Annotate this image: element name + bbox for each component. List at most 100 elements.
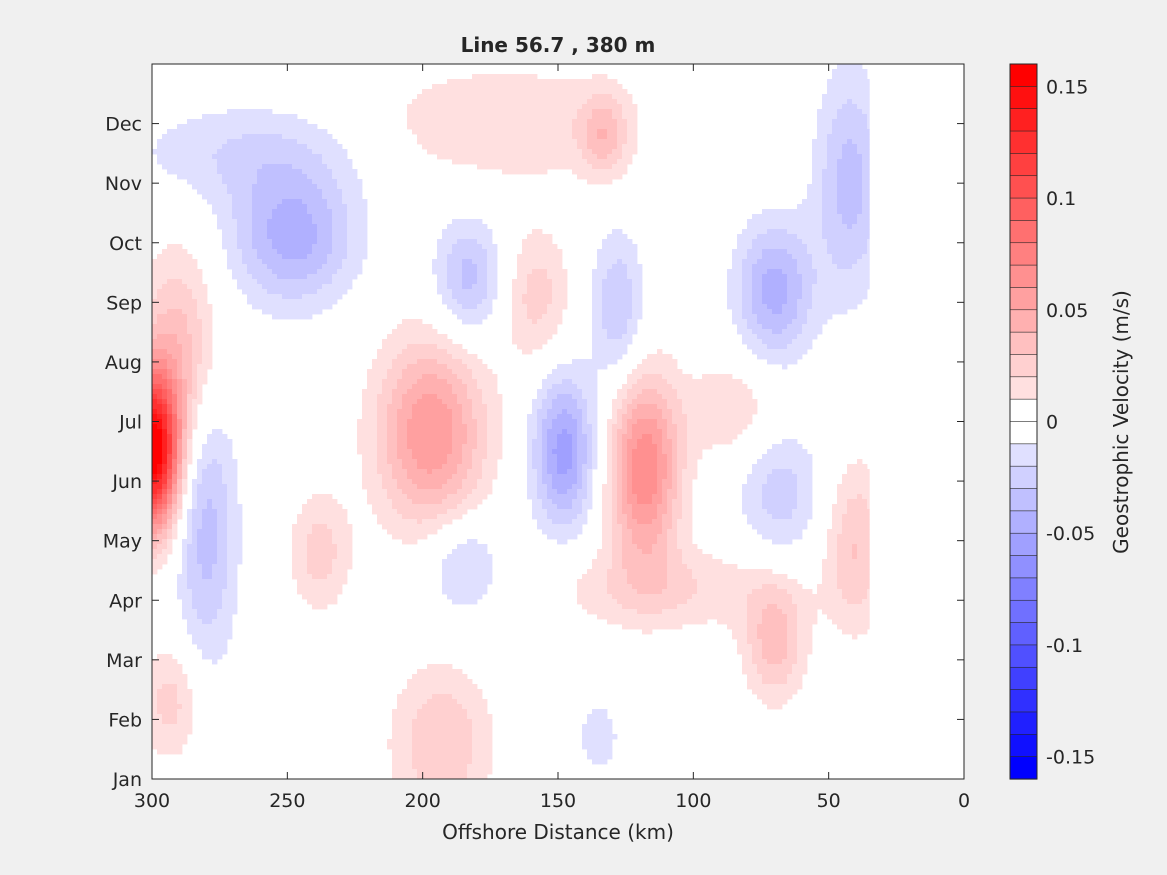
contour-cell <box>342 264 348 270</box>
contour-cell <box>427 419 433 425</box>
contour-cell <box>272 164 278 170</box>
contour-cell <box>842 249 848 255</box>
contour-cell <box>672 369 678 375</box>
contour-cell <box>157 159 163 165</box>
contour-cell <box>192 364 198 370</box>
contour-cell <box>357 209 363 215</box>
contour-cell <box>207 139 213 145</box>
contour-cell <box>182 124 188 130</box>
contour-cell <box>492 154 498 160</box>
contour-cell <box>242 169 248 175</box>
contour-cell <box>152 274 158 280</box>
contour-cell <box>837 229 843 235</box>
contour-cell <box>392 369 398 375</box>
contour-cell <box>737 309 743 315</box>
contour-cell <box>647 394 653 400</box>
contour-cell <box>202 304 208 310</box>
contour-cell <box>482 154 488 160</box>
contour-cell <box>342 154 348 160</box>
contour-cell <box>227 159 233 165</box>
contour-cell <box>592 344 598 350</box>
contour-cell <box>417 409 423 415</box>
contour-cell <box>532 339 538 345</box>
contour-cell <box>812 149 818 155</box>
contour-cell <box>727 294 733 300</box>
contour-cell <box>272 304 278 310</box>
contour-cell <box>497 399 503 405</box>
contour-cell <box>862 199 868 205</box>
contour-cell <box>637 294 643 300</box>
contour-cell <box>822 104 828 110</box>
contour-cell <box>622 244 628 250</box>
contour-cell <box>302 269 308 275</box>
contour-cell <box>852 164 858 170</box>
contour-cell <box>172 314 178 320</box>
contour-cell <box>267 144 273 150</box>
contour-cell <box>202 379 208 385</box>
contour-cell <box>382 379 388 385</box>
contour-cell <box>302 204 308 210</box>
contour-cell <box>747 274 753 280</box>
contour-cell <box>842 224 848 230</box>
contour-cell <box>832 124 838 130</box>
contour-cell <box>397 384 403 390</box>
contour-cell <box>307 214 313 220</box>
contour-cell <box>452 384 458 390</box>
contour-cell <box>182 354 188 360</box>
contour-cell <box>837 304 843 310</box>
contour-cell <box>167 329 173 335</box>
contour-cell <box>342 254 348 260</box>
contour-cell <box>207 314 213 320</box>
contour-cell <box>572 414 578 420</box>
contour-cell <box>542 329 548 335</box>
contour-cell <box>167 129 173 135</box>
contour-cell <box>577 149 583 155</box>
contour-cell <box>437 264 443 270</box>
contour-cell <box>507 134 513 140</box>
contour-cell <box>327 284 333 290</box>
contour-cell <box>417 114 423 120</box>
contour-cell <box>292 199 298 205</box>
contour-cell <box>862 289 868 295</box>
contour-cell <box>447 294 453 300</box>
contour-cell <box>622 109 628 115</box>
contour-cell <box>847 124 853 130</box>
contour-cell <box>452 244 458 250</box>
contour-cell <box>467 104 473 110</box>
contour-cell <box>417 119 423 125</box>
contour-cell <box>162 319 168 325</box>
contour-cell <box>482 379 488 385</box>
contour-cell <box>247 114 253 120</box>
contour-cell <box>562 269 568 275</box>
contour-cell <box>622 259 628 265</box>
contour-cell <box>627 99 633 105</box>
contour-cell <box>597 144 603 150</box>
contour-cell <box>222 209 228 215</box>
contour-cell <box>737 279 743 285</box>
contour-cell <box>227 124 233 130</box>
contour-cell <box>162 324 168 330</box>
contour-cell <box>692 404 698 410</box>
contour-cell <box>762 214 768 220</box>
contour-cell <box>377 369 383 375</box>
contour-cell <box>522 314 528 320</box>
contour-cell <box>732 389 738 395</box>
contour-cell <box>847 219 853 225</box>
contour-cell <box>452 279 458 285</box>
contour-cell <box>612 354 618 360</box>
contour-cell <box>617 339 623 345</box>
contour-cell <box>282 274 288 280</box>
contour-cell <box>287 239 293 245</box>
contour-cell <box>632 284 638 290</box>
contour-cell <box>417 394 423 400</box>
contour-cell <box>487 114 493 120</box>
contour-cell <box>632 274 638 280</box>
contour-cell <box>842 184 848 190</box>
contour-cell <box>342 199 348 205</box>
contour-cell <box>782 264 788 270</box>
contour-cell <box>277 309 283 315</box>
contour-cell <box>752 214 758 220</box>
contour-cell <box>712 414 718 420</box>
contour-cell <box>447 109 453 115</box>
contour-cell <box>217 214 223 220</box>
